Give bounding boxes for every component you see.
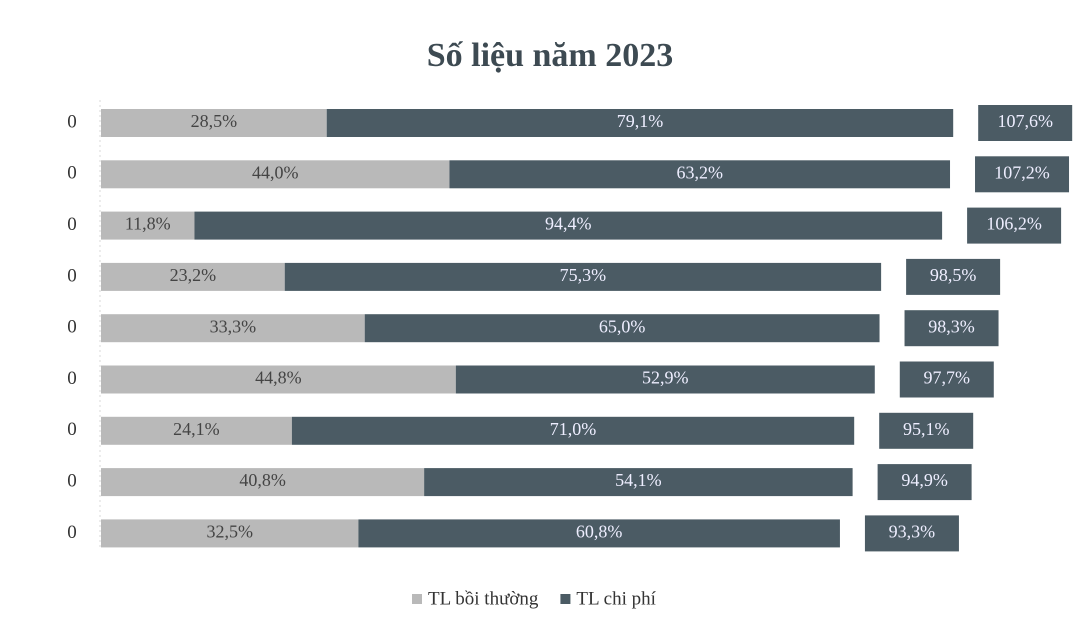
total-box: [877, 464, 972, 501]
bar-segment: [291, 416, 855, 445]
data-label: 60,8%: [576, 522, 623, 542]
bar-segment: [101, 519, 359, 548]
data-label: 52,9%: [642, 368, 689, 388]
bar-segment: [364, 314, 880, 343]
bar-segment: [101, 314, 365, 343]
bar-segment: [101, 416, 292, 445]
y-tick-label: 0: [67, 419, 77, 440]
total-box: [975, 156, 1070, 193]
data-label: 65,0%: [599, 316, 646, 336]
total-box: [899, 361, 994, 398]
data-label: 94,4%: [545, 214, 592, 234]
data-label: 44,8%: [255, 368, 302, 388]
y-tick-label: 0: [67, 163, 77, 184]
bar-segment: [101, 160, 450, 189]
total-label: 107,6%: [997, 111, 1053, 131]
total-label: 106,2%: [986, 214, 1042, 234]
total-box: [879, 412, 974, 449]
total-box: [864, 515, 959, 552]
bar-segment: [449, 160, 951, 189]
bar-segment: [101, 262, 285, 291]
total-box: [967, 207, 1062, 244]
total-label: 97,7%: [924, 368, 971, 388]
total-box: [906, 258, 1001, 295]
legend-swatch: [412, 594, 422, 604]
data-label: 11,8%: [125, 214, 171, 234]
data-label: 44,0%: [252, 162, 299, 182]
bar-segment: [101, 365, 456, 394]
bar-segment: [194, 211, 943, 240]
data-label: 33,3%: [210, 316, 257, 336]
legend-label: TL chi phí: [576, 588, 656, 609]
bar-segment: [101, 211, 195, 240]
y-tick-label: 0: [67, 265, 77, 286]
y-tick-label: 0: [67, 368, 77, 389]
data-label: 24,1%: [173, 419, 220, 439]
data-label: 32,5%: [206, 522, 253, 542]
data-label: 40,8%: [239, 470, 286, 490]
bar-segment: [455, 365, 875, 394]
y-tick-label: 0: [67, 214, 77, 235]
data-label: 63,2%: [677, 162, 724, 182]
bar-segment: [424, 468, 853, 497]
total-label: 94,9%: [901, 470, 948, 490]
y-tick-label: 0: [67, 111, 77, 132]
data-label: 75,3%: [560, 265, 607, 285]
legend-label: TL bồi thường: [428, 588, 539, 609]
total-box: [904, 310, 999, 347]
total-label: 98,3%: [928, 316, 975, 336]
data-label: 54,1%: [615, 470, 662, 490]
data-label: 23,2%: [170, 265, 217, 285]
bar-segment: [358, 519, 840, 548]
chart-title: Số liệu năm 2023: [427, 37, 674, 74]
y-tick-label: 0: [67, 522, 77, 543]
total-label: 93,3%: [889, 522, 936, 542]
data-label: 79,1%: [617, 111, 664, 131]
bar-segment: [326, 109, 954, 137]
data-label: 28,5%: [191, 111, 238, 131]
bar-segment: [284, 262, 882, 291]
y-tick-label: 0: [67, 317, 77, 338]
total-label: 107,2%: [994, 162, 1050, 182]
total-label: 98,5%: [930, 265, 977, 285]
bar-segment: [101, 468, 425, 497]
total-label: 95,1%: [903, 419, 950, 439]
bar-segment: [101, 109, 327, 137]
data-label: 71,0%: [550, 419, 597, 439]
total-box: [978, 105, 1073, 141]
legend-swatch: [560, 594, 571, 604]
y-tick-label: 0: [67, 470, 77, 491]
